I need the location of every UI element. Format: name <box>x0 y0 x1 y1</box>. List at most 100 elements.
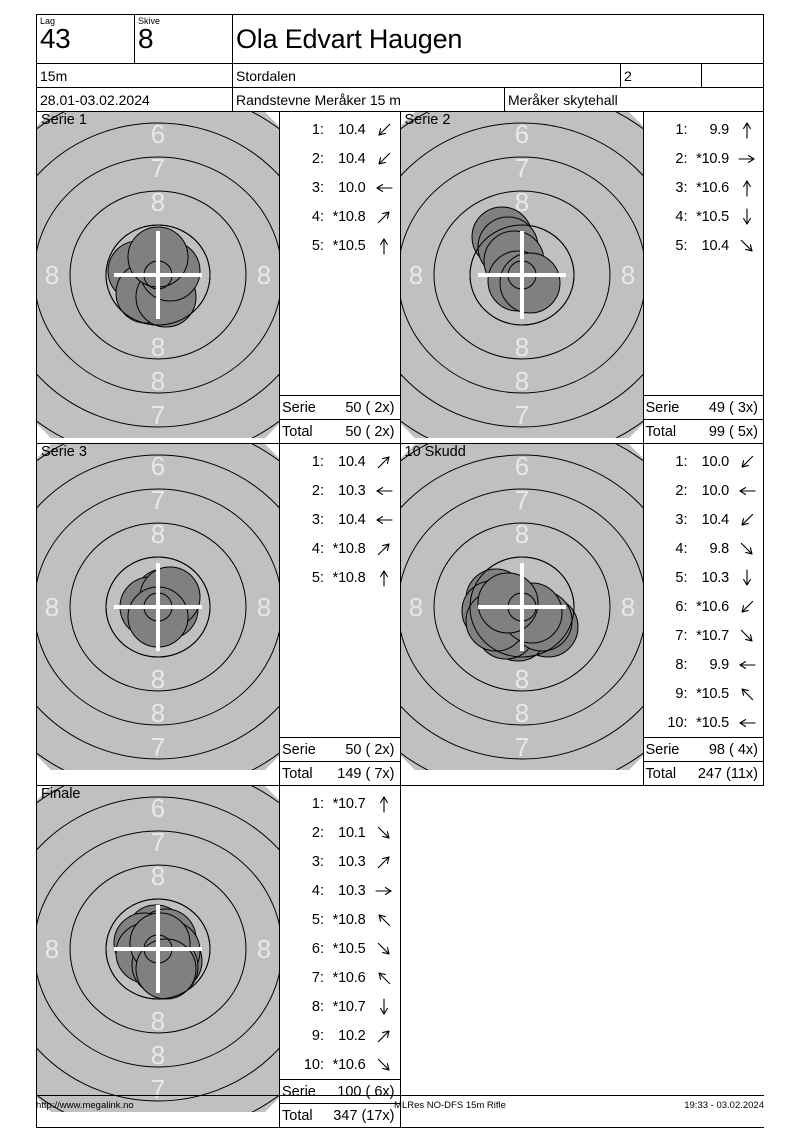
shot-list: 1: *10.7 2: 10.1 3: 10.3 4: 10.3 5: *10.8 6: *10.5 7… <box>280 786 400 1079</box>
shot-row: 5: 10.3 <box>644 563 764 592</box>
footer-url[interactable]: http://www.megalink.no <box>36 1100 134 1111</box>
shot-number: 1: <box>675 121 688 138</box>
shot-number: 3: <box>311 853 324 870</box>
shot-direction <box>373 881 395 901</box>
series-panel: 6787888877Serie 21:9.92:*10.93:*10.64:*1… <box>400 112 764 444</box>
shot-value: *10.7 <box>696 627 729 644</box>
ring-number: 6 <box>151 793 165 823</box>
shot-number: 5: <box>311 237 324 254</box>
shot-value: 10.3 <box>701 569 730 586</box>
shot-number: 10: <box>667 714 688 731</box>
target-cell: 6787888877Serie 2 <box>400 112 643 444</box>
shot-direction-arrow-s <box>743 207 751 225</box>
serie-score: 98 ( 4x) <box>708 741 758 758</box>
shot-direction-arrow-se <box>740 629 753 641</box>
serie-score: 49 ( 3x) <box>708 399 758 416</box>
shot-row: 3: *10.6 <box>644 173 764 202</box>
shot-row: 8: *10.7 <box>280 992 400 1021</box>
target-face-svg: 6787888877 <box>37 112 279 443</box>
distance-value: 15m <box>40 68 68 84</box>
shot-hole <box>135 938 197 1000</box>
series-grid: 6 7 8 7 8 8 8 8 7 7 Serie 1 1: 10.4 2: 10.4 3: 10.0 4: *10… <box>36 111 764 1128</box>
date-range-value: 28.01-03.02.2024 <box>40 92 150 108</box>
shot-value: *10.7 <box>332 998 366 1015</box>
shot-number: 4: <box>311 208 324 225</box>
lag-label: Lag <box>40 16 56 26</box>
shot-direction-arrow-w <box>739 486 756 495</box>
ring-number: 8 <box>151 698 165 728</box>
ring-number: 8 <box>151 366 165 396</box>
shot-value: 10.0 <box>338 179 366 196</box>
series-row: 6 7 8 7 8 8 8 8 7 7 Serie 3 1: 10.4 2: 10.3 3: 10.4 4: *10… <box>37 444 764 786</box>
shot-list: 1: 9.9 2: *10.9 3: *10.6 4: *10.5 5: 10.4 <box>644 112 764 395</box>
ring-number: 7 <box>514 732 528 762</box>
shot-list: 1: 10.0 2: 10.0 3: 10.4 4: 9.8 5: 10.3 6: *10.6 7: *1… <box>644 444 764 737</box>
shot-number: 5: <box>675 569 688 586</box>
total-score: 50 ( 2x) <box>345 423 395 440</box>
ring-number: 8 <box>45 934 59 964</box>
shot-row: 6: *10.5 <box>280 934 400 963</box>
serie-summary-row: Serie 98 ( 4x) <box>643 737 763 761</box>
shot-row: 4: 9.8 <box>644 534 764 563</box>
scorecard-header: Lag 43 Skive 8 Ola Edvart Haugen 15m Sto… <box>36 14 764 111</box>
target-face-svg: 6787888877 <box>37 786 279 1127</box>
shot-direction <box>373 481 395 501</box>
shot-direction <box>736 626 758 646</box>
shot-direction-arrow-ne <box>377 1030 389 1042</box>
shot-direction <box>736 120 758 140</box>
shot-row: 3: 10.3 <box>280 847 400 876</box>
shot-row: 9: 10.2 <box>280 1021 400 1050</box>
shot-number: 7: <box>675 627 688 644</box>
shot-row: 5: *10.5 <box>280 231 400 260</box>
shot-number: 8: <box>311 998 324 1015</box>
ring-number: 7 <box>151 153 165 183</box>
shot-number: 3: <box>311 511 324 528</box>
shot-direction-arrow-n <box>379 237 388 255</box>
shot-value: 10.4 <box>338 511 366 528</box>
shot-value: *10.6 <box>332 1056 366 1073</box>
header-row-event: 28.01-03.02.2024 Randstevne Meråker 15 m… <box>37 87 763 111</box>
shot-number: 5: <box>311 569 324 586</box>
ring-number: 7 <box>514 485 528 515</box>
footer-printed: 19:33 - 03.02.2024 <box>684 1100 764 1111</box>
event-cell: Randstevne Meråker 15 m <box>233 88 505 111</box>
shot-direction-arrow-n <box>379 569 388 587</box>
ring-number: 8 <box>45 592 59 622</box>
series-panel: 6787888877Finale1:*10.72:10.13:10.34:10.… <box>37 786 401 1128</box>
serie-score: 50 ( 2x) <box>345 399 395 416</box>
shot-row: 2: 10.4 <box>280 144 400 173</box>
shot-direction-arrow-w <box>375 486 393 495</box>
shot-value: 9.9 <box>709 656 729 673</box>
ring-number: 7 <box>151 485 165 515</box>
target-face-svg: 6787888877 <box>400 444 643 785</box>
shot-number: 2: <box>311 482 324 499</box>
ring-number: 7 <box>514 153 528 183</box>
serie-label: Serie <box>282 399 316 416</box>
ring-number: 6 <box>151 451 165 481</box>
shot-direction-arrow-sw <box>741 455 754 467</box>
shot-direction <box>373 539 395 559</box>
venue-cell: Meråker skytehall <box>505 88 763 111</box>
shot-direction <box>736 568 758 588</box>
total-score: 99 ( 5x) <box>708 423 758 440</box>
shot-direction <box>373 120 395 140</box>
shot-direction <box>373 910 395 930</box>
shot-row: 3: 10.4 <box>644 505 764 534</box>
ring-number: 8 <box>45 260 59 290</box>
shot-direction-arrow-s <box>743 568 751 586</box>
ring-number: 8 <box>151 861 165 891</box>
series-panel: 6787888877Serie 11:10.42:10.43:10.04:*10… <box>37 112 401 444</box>
shot-value: 10.4 <box>338 121 366 138</box>
shot-value: 10.0 <box>701 453 730 470</box>
shot-row: 2: 10.3 <box>280 476 400 505</box>
shot-direction-arrow-ne <box>377 211 389 223</box>
ring-number: 8 <box>151 664 165 694</box>
shot-direction <box>736 452 758 472</box>
shot-value: *10.5 <box>696 208 729 225</box>
shot-direction-arrow-se <box>740 239 753 251</box>
target-cell: 678788887710 Skudd <box>400 444 643 786</box>
target-face-svg: 6787888877 <box>37 444 279 785</box>
shot-row: 5: 10.4 <box>644 231 764 260</box>
ring-number: 8 <box>514 698 528 728</box>
shot-direction <box>736 178 758 198</box>
